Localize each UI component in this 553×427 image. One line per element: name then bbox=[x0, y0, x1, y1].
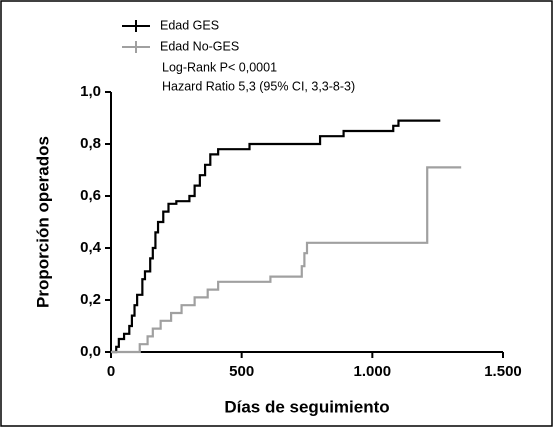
km-curve bbox=[111, 119, 441, 354]
legend-label: Edad No-GES bbox=[160, 39, 239, 53]
y-tick-label: 0,6 bbox=[80, 187, 101, 204]
x-axis-label: Días de seguimiento bbox=[224, 397, 389, 416]
y-tick-label: 1,0 bbox=[80, 83, 101, 100]
x-tick-label: 1.000 bbox=[354, 363, 392, 380]
x-tick-label: 1.500 bbox=[484, 363, 522, 380]
y-tick-label: 0,0 bbox=[80, 343, 101, 360]
y-tick-label: 0,2 bbox=[80, 291, 101, 308]
y-tick-label: 0,8 bbox=[80, 135, 101, 152]
x-tick-label: 500 bbox=[229, 363, 254, 380]
legend-label: Edad GES bbox=[160, 18, 219, 32]
km-curve bbox=[111, 166, 462, 354]
annotation: Hazard Ratio 5,3 (95% CI, 3,3-8-3) bbox=[162, 79, 355, 93]
annotation: Log-Rank P< 0,0001 bbox=[162, 60, 277, 74]
x-tick-label: 0 bbox=[107, 363, 115, 380]
y-axis-label: Proporción operados bbox=[33, 136, 52, 308]
y-tick-label: 0,4 bbox=[80, 239, 102, 256]
